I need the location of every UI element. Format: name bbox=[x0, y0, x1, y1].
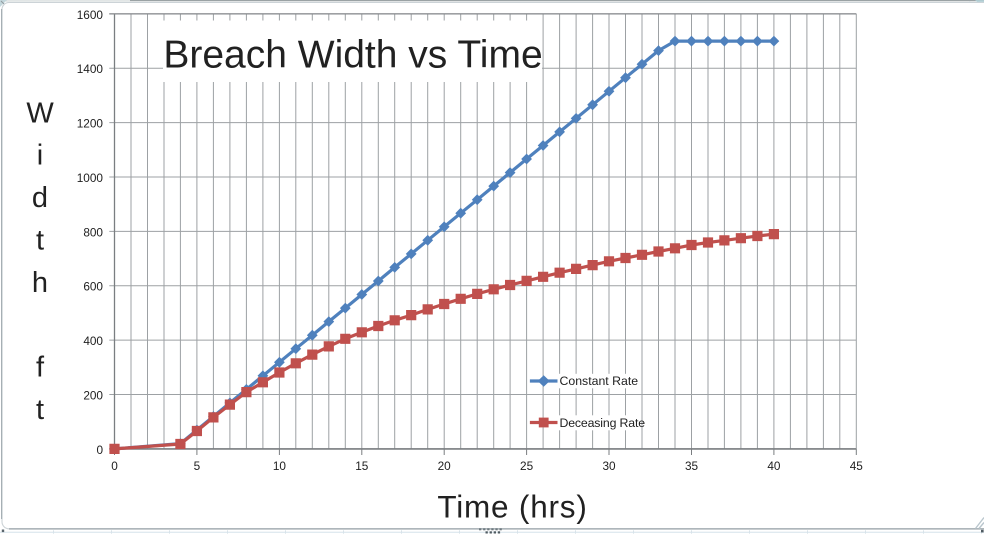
svg-text:Constant Rate: Constant Rate bbox=[560, 374, 639, 388]
svg-text:200: 200 bbox=[83, 388, 103, 402]
svg-text:30: 30 bbox=[602, 459, 616, 473]
svg-text:d: d bbox=[32, 182, 48, 214]
svg-text:800: 800 bbox=[83, 225, 103, 239]
svg-text:1200: 1200 bbox=[77, 117, 104, 131]
svg-text:40: 40 bbox=[767, 459, 781, 473]
svg-text:f: f bbox=[36, 352, 45, 384]
svg-text:10: 10 bbox=[273, 459, 287, 473]
svg-text:15: 15 bbox=[355, 459, 369, 473]
svg-text:1000: 1000 bbox=[77, 171, 104, 185]
svg-text:25: 25 bbox=[520, 459, 534, 473]
svg-text:t: t bbox=[36, 225, 44, 257]
svg-text:0: 0 bbox=[96, 443, 103, 457]
svg-text:400: 400 bbox=[83, 334, 103, 348]
svg-text:45: 45 bbox=[850, 459, 864, 473]
svg-text:1600: 1600 bbox=[77, 8, 104, 22]
svg-text:W: W bbox=[26, 97, 54, 129]
svg-text:5: 5 bbox=[194, 459, 201, 473]
svg-text:600: 600 bbox=[83, 280, 103, 294]
svg-text:h: h bbox=[32, 267, 48, 299]
svg-text:20: 20 bbox=[438, 459, 452, 473]
svg-text:Breach Width vs Time: Breach Width vs Time bbox=[163, 34, 542, 77]
svg-text:i: i bbox=[37, 140, 43, 172]
svg-text:t: t bbox=[36, 394, 44, 426]
svg-text:Deceasing Rate: Deceasing Rate bbox=[560, 416, 646, 430]
svg-text:35: 35 bbox=[685, 459, 699, 473]
svg-text:1400: 1400 bbox=[77, 62, 104, 76]
svg-text:Time (hrs): Time (hrs) bbox=[437, 489, 587, 525]
svg-text:0: 0 bbox=[111, 459, 118, 473]
